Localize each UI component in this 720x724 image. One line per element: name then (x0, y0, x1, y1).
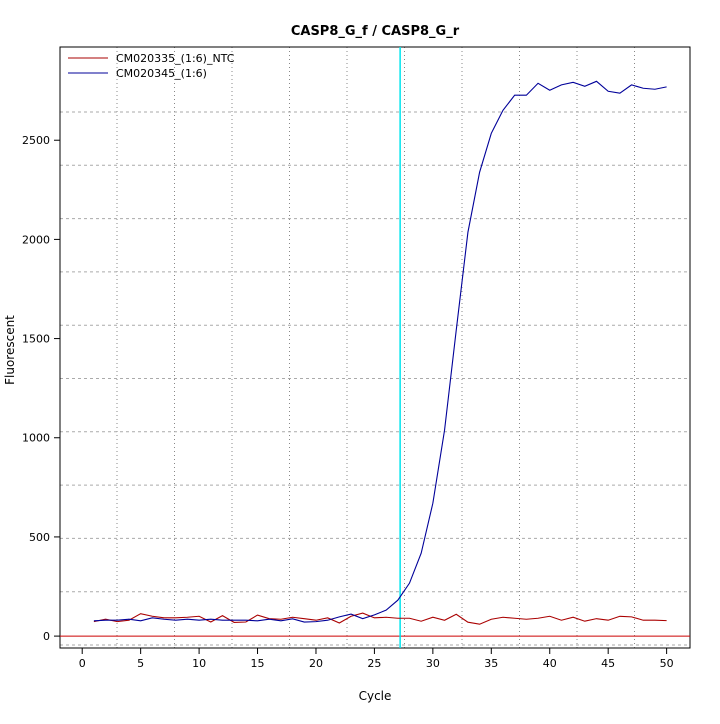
y-tick-label: 500 (29, 531, 50, 544)
series-line-2 (93, 80, 667, 623)
x-axis-label: Cycle (359, 689, 392, 703)
x-tick-label: 0 (79, 657, 86, 670)
chart-title: CASP8_G_f / CASP8_G_r (291, 24, 460, 39)
y-axis-label: Fluorescent (3, 315, 17, 385)
y-tick-label: 1500 (22, 333, 50, 346)
x-tick-label: 15 (251, 657, 265, 670)
x-tick-label: 5 (137, 657, 144, 670)
x-tick-label: 35 (484, 657, 498, 670)
legend: CM020335_(1:6)_NTC CM020345_(1:6) (68, 52, 235, 80)
y-tick-label: 1000 (22, 432, 50, 445)
x-tick-label: 45 (601, 657, 615, 670)
x-tick-label: 25 (367, 657, 381, 670)
series-line-1 (93, 612, 667, 625)
x-tick-label: 50 (660, 657, 674, 670)
x-tick-label: 30 (426, 657, 440, 670)
grid (60, 47, 690, 648)
legend-label: CM020345_(1:6) (116, 67, 207, 80)
y-tick-label: 2000 (22, 233, 50, 246)
y-tick-label: 0 (43, 630, 50, 643)
series-lines (60, 47, 690, 648)
plot-frame (59, 46, 691, 649)
x-tick-label: 20 (309, 657, 323, 670)
x-tick-label: 40 (543, 657, 557, 670)
legend-label: CM020335_(1:6)_NTC (116, 52, 235, 65)
x-tick-label: 10 (192, 657, 206, 670)
y-tick-label: 2500 (22, 134, 50, 147)
